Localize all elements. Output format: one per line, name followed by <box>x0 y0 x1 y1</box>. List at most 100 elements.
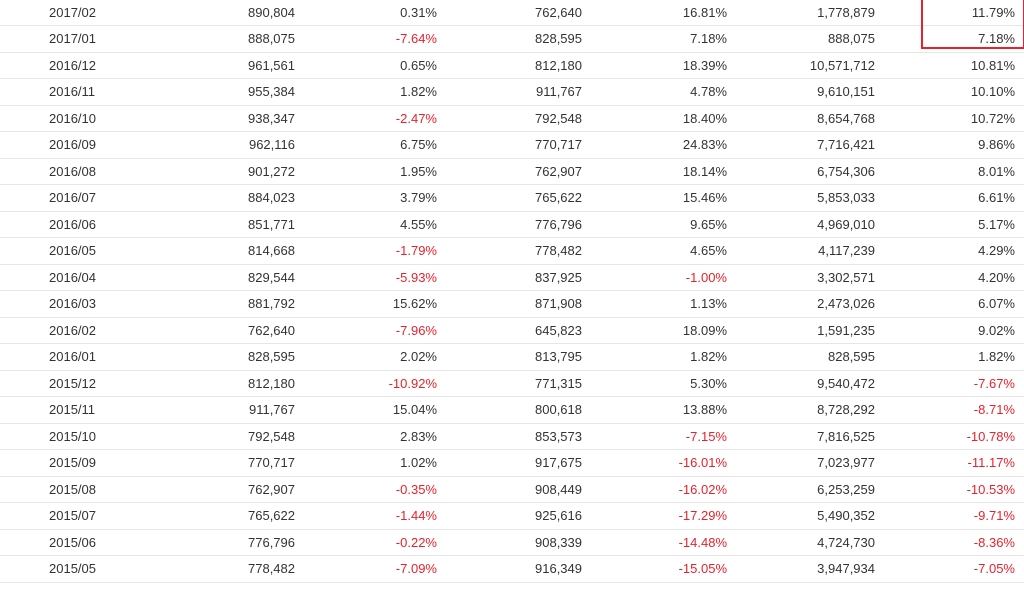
total-cell: 9,610,151 <box>733 78 883 106</box>
table-row: 2015/12 812,180 -10.92% 771,315 5.30% 9,540,4… <box>0 370 1024 397</box>
value-cell: 792,548 <box>148 423 301 450</box>
value-cell: 778,482 <box>443 237 588 265</box>
percent-cell: -0.35% <box>301 476 443 503</box>
percent-cell: 6.07% <box>883 290 1024 318</box>
percent-cell: 15.62% <box>301 290 443 318</box>
table-body: 2017/02 890,804 0.31% 762,640 16.81% 1,778,87… <box>0 0 1024 583</box>
percent-cell: 6.75% <box>301 131 443 159</box>
percent-cell: 1.13% <box>588 290 733 318</box>
value-cell: 881,792 <box>148 290 301 318</box>
table-row: 2015/10 792,548 2.83% 853,573 -7.15% 7,816,52… <box>0 423 1024 450</box>
percent-cell: 10.10% <box>883 78 1024 106</box>
value-cell: 908,449 <box>443 476 588 503</box>
table-row: 2015/05 778,482 -7.09% 916,349 -15.05% 3,947,… <box>0 555 1024 583</box>
percent-cell: 1.82% <box>883 343 1024 371</box>
value-cell: 871,908 <box>443 290 588 318</box>
value-cell: 765,622 <box>148 502 301 530</box>
percent-cell: -2.47% <box>301 105 443 132</box>
total-cell: 6,253,259 <box>733 476 883 503</box>
percent-cell: 16.81% <box>588 0 733 26</box>
value-cell: 770,717 <box>443 131 588 159</box>
period-cell: 2016/10 <box>0 105 148 132</box>
percent-cell: -15.05% <box>588 555 733 583</box>
value-cell: 762,640 <box>443 0 588 26</box>
table-row: 2015/08 762,907 -0.35% 908,449 -16.02% 6,253,… <box>0 476 1024 503</box>
percent-cell: 6.61% <box>883 184 1024 212</box>
percent-cell: 1.82% <box>301 78 443 106</box>
value-cell: 828,595 <box>148 343 301 371</box>
percent-cell: 5.17% <box>883 211 1024 238</box>
value-cell: 962,116 <box>148 131 301 159</box>
table-row: 2016/11 955,384 1.82% 911,767 4.78% 9,610,151… <box>0 78 1024 106</box>
period-cell: 2017/02 <box>0 0 148 26</box>
value-cell: 814,668 <box>148 237 301 265</box>
period-cell: 2016/03 <box>0 290 148 318</box>
table-row: 2015/07 765,622 -1.44% 925,616 -17.29% 5,490,… <box>0 502 1024 530</box>
percent-cell: -7.64% <box>301 25 443 53</box>
percent-cell: -8.71% <box>883 396 1024 424</box>
percent-cell: 11.79% <box>883 0 1024 26</box>
period-cell: 2016/11 <box>0 78 148 106</box>
percent-cell: -8.36% <box>883 529 1024 556</box>
table-row: 2017/01 888,075 -7.64% 828,595 7.18% 888,075 7… <box>0 25 1024 53</box>
percent-cell: 18.39% <box>588 52 733 79</box>
period-cell: 2015/12 <box>0 370 148 397</box>
table-row: 2016/05 814,668 -1.79% 778,482 4.65% 4,117,23… <box>0 237 1024 265</box>
value-cell: 812,180 <box>148 370 301 397</box>
total-cell: 5,853,033 <box>733 184 883 212</box>
percent-cell: 18.09% <box>588 317 733 344</box>
period-cell: 2016/09 <box>0 131 148 159</box>
period-cell: 2016/02 <box>0 317 148 344</box>
period-cell: 2015/10 <box>0 423 148 450</box>
percent-cell: -9.71% <box>883 502 1024 530</box>
percent-cell: 24.83% <box>588 131 733 159</box>
value-cell: 762,907 <box>148 476 301 503</box>
percent-cell: 7.18% <box>588 25 733 53</box>
percent-cell: -5.93% <box>301 264 443 291</box>
total-cell: 3,302,571 <box>733 264 883 291</box>
value-cell: 762,907 <box>443 158 588 185</box>
percent-cell: 9.86% <box>883 131 1024 159</box>
value-cell: 792,548 <box>443 105 588 132</box>
percent-cell: -10.53% <box>883 476 1024 503</box>
percent-cell: -0.22% <box>301 529 443 556</box>
period-cell: 2015/09 <box>0 449 148 477</box>
table-row: 2016/01 828,595 2.02% 813,795 1.82% 828,595 1.… <box>0 343 1024 371</box>
value-cell: 955,384 <box>148 78 301 106</box>
percent-cell: -7.96% <box>301 317 443 344</box>
percent-cell: -16.02% <box>588 476 733 503</box>
total-cell: 7,023,977 <box>733 449 883 477</box>
period-cell: 2015/07 <box>0 502 148 530</box>
value-cell: 908,339 <box>443 529 588 556</box>
percent-cell: 8.01% <box>883 158 1024 185</box>
table-row: 2016/08 901,272 1.95% 762,907 18.14% 6,754,30… <box>0 158 1024 185</box>
value-cell: 890,804 <box>148 0 301 26</box>
percent-cell: 15.04% <box>301 396 443 424</box>
period-cell: 2016/05 <box>0 237 148 265</box>
period-cell: 2016/06 <box>0 211 148 238</box>
total-cell: 7,716,421 <box>733 131 883 159</box>
percent-cell: 1.02% <box>301 449 443 477</box>
percent-cell: 10.72% <box>883 105 1024 132</box>
value-cell: 829,544 <box>148 264 301 291</box>
percent-cell: 2.02% <box>301 343 443 371</box>
total-cell: 888,075 <box>733 25 883 53</box>
value-cell: 828,595 <box>443 25 588 53</box>
percent-cell: 4.65% <box>588 237 733 265</box>
total-cell: 8,654,768 <box>733 105 883 132</box>
total-cell: 4,117,239 <box>733 237 883 265</box>
table-row: 2016/07 884,023 3.79% 765,622 15.46% 5,853,03… <box>0 184 1024 212</box>
percent-cell: 9.65% <box>588 211 733 238</box>
value-cell: 938,347 <box>148 105 301 132</box>
period-cell: 2015/06 <box>0 529 148 556</box>
table-row: 2016/03 881,792 15.62% 871,908 1.13% 2,473,02… <box>0 290 1024 318</box>
value-cell: 888,075 <box>148 25 301 53</box>
percent-cell: 3.79% <box>301 184 443 212</box>
percent-cell: 4.78% <box>588 78 733 106</box>
value-cell: 812,180 <box>443 52 588 79</box>
period-cell: 2015/05 <box>0 555 148 583</box>
total-cell: 9,540,472 <box>733 370 883 397</box>
percent-cell: -16.01% <box>588 449 733 477</box>
percent-cell: -7.67% <box>883 370 1024 397</box>
total-cell: 1,591,235 <box>733 317 883 344</box>
